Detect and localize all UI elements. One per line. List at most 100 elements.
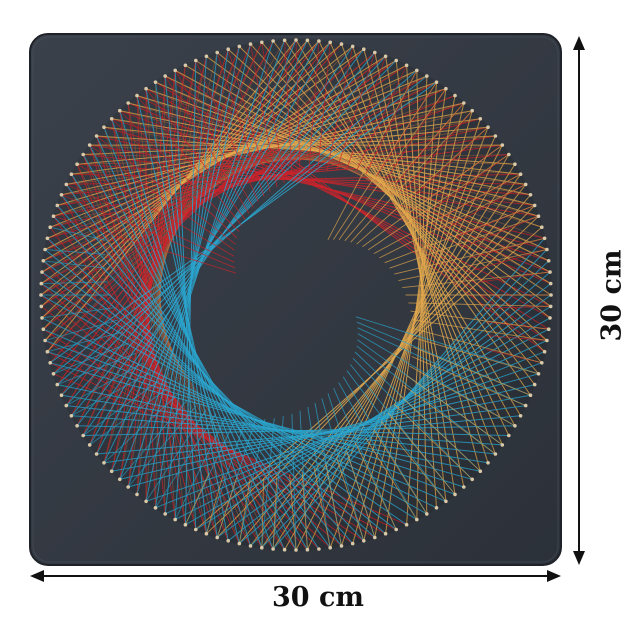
nail	[542, 236, 547, 241]
nail	[81, 433, 85, 438]
nail	[486, 461, 490, 465]
nail	[528, 193, 533, 197]
nail	[383, 531, 388, 536]
nail	[282, 547, 287, 552]
nail	[226, 539, 230, 543]
nail	[362, 539, 366, 543]
nail	[48, 361, 52, 365]
nail	[425, 74, 429, 78]
nail	[118, 108, 122, 113]
nail	[271, 547, 275, 551]
nail	[144, 86, 148, 91]
nail	[453, 492, 457, 497]
nail	[144, 499, 148, 504]
nail	[328, 545, 333, 550]
nail	[41, 327, 46, 332]
nail	[362, 47, 366, 51]
nail	[507, 152, 511, 157]
nail	[294, 548, 298, 552]
nail	[64, 403, 69, 408]
nail	[470, 477, 475, 482]
nail	[513, 424, 517, 428]
nail	[163, 74, 167, 78]
nail	[317, 547, 321, 551]
nail	[434, 80, 439, 84]
nail	[294, 38, 298, 42]
nail	[215, 50, 219, 55]
nail	[500, 443, 505, 447]
height-label: 30 cm	[596, 249, 625, 342]
nail	[546, 259, 551, 263]
nail	[545, 338, 549, 343]
nail	[478, 469, 483, 474]
nail	[339, 544, 344, 548]
nail	[59, 193, 64, 197]
nail	[135, 93, 139, 98]
nail	[394, 58, 399, 63]
nail	[183, 522, 188, 527]
nail	[548, 316, 552, 320]
nail	[493, 134, 498, 138]
nail	[94, 452, 99, 456]
nail	[328, 40, 333, 45]
nail	[532, 382, 537, 387]
nail	[75, 424, 79, 428]
nail	[40, 270, 44, 274]
nail	[237, 541, 242, 546]
nail	[94, 134, 99, 138]
nail	[444, 499, 448, 504]
nail	[39, 304, 44, 309]
nail	[226, 47, 230, 51]
nail	[173, 68, 177, 73]
nail	[43, 247, 47, 252]
nail	[126, 101, 130, 105]
nail	[260, 545, 264, 550]
nail	[536, 214, 541, 218]
nail	[532, 203, 537, 208]
nail	[415, 68, 419, 73]
nail	[51, 372, 56, 376]
nail	[55, 382, 60, 387]
nail	[69, 414, 74, 418]
nail	[248, 544, 253, 548]
nail	[518, 172, 523, 176]
nail	[194, 58, 198, 63]
nail	[118, 477, 122, 482]
nail	[350, 541, 355, 546]
nail	[102, 461, 106, 465]
nail	[43, 338, 47, 343]
nail	[373, 50, 377, 55]
nail	[536, 372, 541, 376]
nail	[415, 517, 419, 522]
nail	[373, 535, 377, 540]
nail	[540, 361, 544, 365]
nail	[444, 86, 448, 91]
nail	[394, 527, 399, 532]
nail-ring	[39, 38, 553, 552]
nail	[183, 63, 188, 68]
nail	[204, 54, 209, 59]
nail	[404, 63, 409, 68]
nail	[425, 512, 429, 516]
nail	[215, 535, 219, 540]
nail	[248, 42, 253, 46]
nail	[75, 162, 79, 166]
nail	[271, 39, 275, 43]
nail	[55, 203, 60, 208]
nail	[462, 101, 466, 105]
nail	[45, 349, 50, 354]
nail	[45, 236, 50, 241]
nail	[523, 403, 528, 408]
nail	[350, 44, 355, 49]
nail	[462, 485, 466, 489]
nail	[39, 293, 43, 297]
nail	[81, 152, 85, 157]
nail	[204, 531, 209, 536]
width-dimension-arrow	[30, 570, 561, 582]
nail	[102, 125, 106, 129]
nail	[317, 39, 321, 43]
nail	[542, 349, 547, 354]
nail	[528, 393, 533, 398]
nail	[549, 293, 553, 297]
nail	[493, 452, 498, 456]
